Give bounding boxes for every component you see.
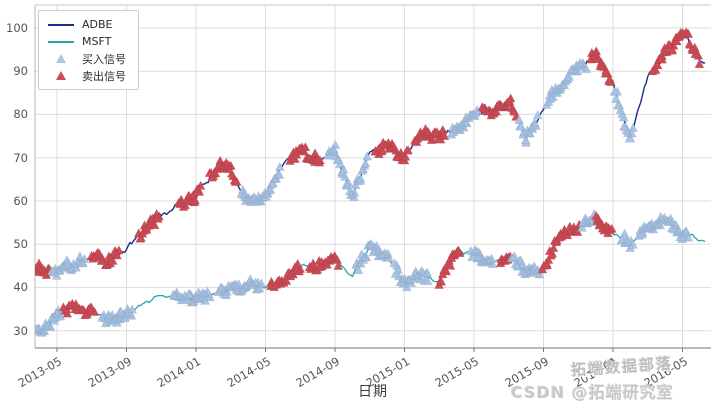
buy-signal-markers [514,109,543,147]
sell-signal-markers [369,137,414,165]
buy-signal-markers [351,238,394,275]
sell-signal-markers [86,244,124,270]
buy-signal-markers [465,244,498,269]
buy-signal-markers [576,208,600,232]
legend-item-adbe: ADBE [48,17,126,32]
sell-signal-markers [537,219,585,274]
sell-signal-markers [434,245,465,289]
watermark-line2: CSDN @拓端研究室 [511,383,674,402]
buy-signal-markers [446,105,483,139]
sell-signal-markers [173,180,206,211]
legend-item-sell-signal: 卖出信号 [48,68,126,83]
buy-signal-markers [389,257,433,292]
buy-signal-markers [35,305,66,337]
y-tick-label: 100 [6,21,28,35]
y-tick-label: 50 [13,237,28,251]
sell-signal-markers [304,250,344,275]
sell-signal-markers [204,155,242,186]
y-tick-label: 90 [13,64,28,78]
buy-signal-markers [633,211,694,243]
y-tick-label: 70 [13,151,28,165]
legend-label: 买入信号 [82,52,126,66]
sell-signal-markers [591,210,617,238]
sell-signal-markers [647,26,705,76]
sell-signal-markers [477,93,522,121]
buy-signal-markers [46,251,90,280]
sell-signal-markers [585,45,617,87]
buy-signal-markers [96,303,138,328]
legend-label: ADBE [82,18,113,31]
legend-label: 卖出信号 [82,69,126,83]
buy-signal-markers [616,228,638,252]
legend-item-buy-signal: 买入信号 [48,51,126,66]
x-axis-label: 日期 [358,384,388,400]
buy-signal-markers [541,57,592,109]
sell-signal-markers [58,298,100,320]
buy-signal-markers [236,161,285,206]
sell-signal-markers [133,208,165,243]
buy-signal-markers [609,86,639,143]
adbe-line-swatch-icon [48,23,74,26]
buy-signal-markers [213,274,267,300]
y-tick-label: 30 [13,324,28,338]
y-tick-label: 40 [13,280,28,294]
buy-signal-triangle-icon [48,54,74,63]
buy-signal-markers [322,139,373,201]
legend: ADBE MSFT 买入信号 卖出信号 [38,10,139,90]
y-tick-label: 60 [13,194,28,208]
sell-signal-triangle-icon [48,71,74,80]
sell-signal-markers [265,258,306,291]
buy-signal-markers [506,251,545,279]
legend-label: MSFT [82,35,112,48]
legend-item-msft: MSFT [48,34,126,49]
sell-signal-markers [284,141,326,167]
sell-signal-markers [409,123,450,147]
y-tick-label: 80 [13,107,28,121]
msft-line-swatch-icon [48,40,74,43]
buy-signal-markers [168,286,215,307]
